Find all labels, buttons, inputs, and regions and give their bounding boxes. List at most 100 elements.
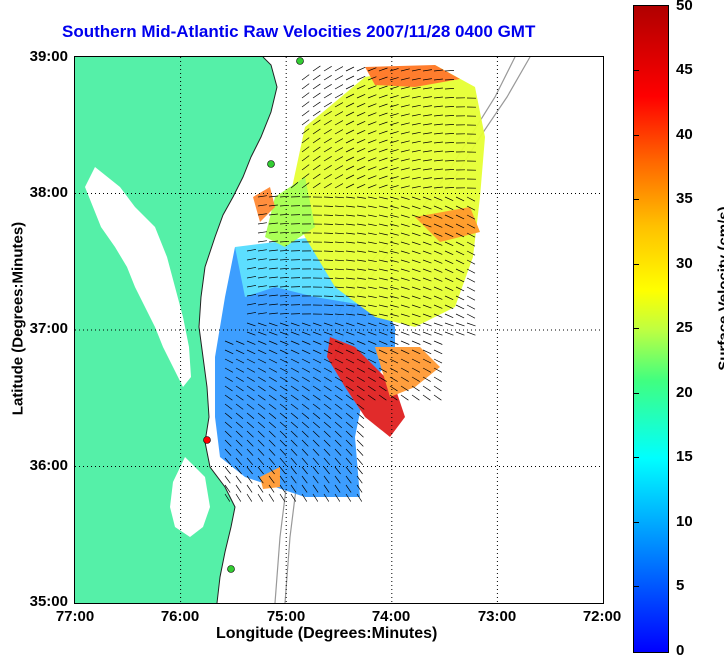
velocity-arrow: [312, 74, 321, 81]
velocity-arrow: [334, 421, 343, 429]
velocity-arrow: [235, 430, 243, 438]
velocity-arrow: [367, 121, 377, 126]
velocity-arrow: [235, 439, 243, 447]
velocity-arrow: [444, 151, 455, 153]
velocity-arrow: [334, 102, 344, 108]
velocity-arrow: [345, 147, 355, 153]
map-panel: [74, 56, 604, 604]
velocity-arrow: [367, 241, 377, 245]
velocity-arrow: [356, 84, 366, 90]
velocity-arrow: [246, 421, 255, 429]
velocity-arrow: [290, 403, 299, 410]
velocity-arrow: [235, 367, 245, 373]
velocity-arrow: [356, 232, 366, 235]
velocity-arrow: [411, 214, 421, 219]
velocity-arrow: [268, 267, 278, 270]
velocity-arrow: [345, 75, 355, 81]
velocity-arrow: [378, 286, 388, 290]
velocity-arrow: [279, 367, 289, 373]
velocity-arrow: [356, 331, 366, 336]
velocity-arrow: [268, 240, 278, 243]
y-tick-label: 36:00: [29, 457, 68, 474]
velocity-arrow: [246, 457, 254, 466]
velocity-arrow: [422, 322, 432, 327]
velocity-arrow: [389, 214, 399, 218]
velocity-arrow: [422, 186, 432, 189]
velocity-arrow: [455, 232, 465, 238]
velocity-arrow: [444, 286, 454, 292]
velocity-arrow: [367, 268, 377, 272]
velocity-arrow: [389, 158, 399, 162]
velocity-arrow: [400, 131, 410, 135]
velocity-arrow: [323, 466, 330, 475]
velocity-arrow: [323, 75, 332, 81]
velocity-arrow: [323, 120, 332, 126]
velocity-arrow: [279, 475, 286, 484]
velocity-arrow: [334, 241, 345, 244]
velocity-arrow: [345, 183, 355, 189]
velocity-arrow: [433, 205, 443, 210]
velocity-arrow: [422, 385, 431, 392]
velocity-arrow: [334, 75, 344, 81]
velocity-arrow: [422, 340, 432, 345]
velocity-arrow: [246, 312, 256, 315]
x-axis-title: Longitude (Degrees:Minutes): [216, 625, 438, 642]
velocity-arrow: [246, 439, 254, 447]
velocity-arrow: [400, 340, 410, 345]
velocity-arrow: [246, 484, 253, 493]
velocity-arrow: [367, 259, 377, 263]
colorbar-tick-label: 10: [676, 513, 693, 530]
velocity-arrow: [367, 157, 377, 162]
velocity-arrow: [312, 457, 320, 466]
velocity-arrow: [279, 303, 290, 306]
velocity-arrow: [345, 313, 355, 316]
velocity-arrow: [246, 475, 253, 484]
velocity-arrow: [224, 412, 233, 419]
velocity-arrow: [323, 66, 332, 72]
velocity-arrow: [334, 484, 341, 493]
velocity-arrow: [356, 183, 366, 189]
velocity-arrow: [378, 304, 388, 308]
velocity-arrow: [279, 394, 288, 401]
velocity-arrow: [356, 313, 366, 316]
velocity-arrow: [312, 493, 319, 502]
velocity-arrow: [257, 475, 264, 484]
velocity-arrow: [367, 112, 377, 117]
velocity-arrow: [235, 412, 244, 419]
velocity-arrow: [466, 205, 476, 211]
velocity-arrow: [466, 196, 476, 202]
velocity-arrow: [400, 68, 410, 72]
velocity-arrow: [444, 97, 455, 99]
velocity-arrow: [312, 430, 320, 438]
velocity-arrow: [257, 394, 266, 401]
velocity-arrow: [323, 205, 334, 207]
velocity-arrow: [444, 178, 455, 180]
map-title: Southern Mid-Atlantic Raw Velocities 200…: [62, 22, 536, 41]
velocity-arrow: [345, 484, 352, 493]
velocity-arrow: [224, 394, 233, 401]
velocity-arrow: [345, 358, 355, 364]
velocity-arrow: [389, 241, 399, 245]
velocity-arrow: [323, 358, 333, 364]
velocity-arrow: [411, 176, 421, 180]
velocity-arrow: [433, 349, 443, 355]
velocity-arrow: [301, 331, 311, 336]
velocity-arrow: [257, 367, 267, 373]
x-tick-label: 72:00: [582, 608, 622, 625]
velocity-arrow: [422, 295, 432, 300]
velocity-arrow: [345, 111, 355, 117]
velocity-arrow: [411, 140, 421, 144]
velocity-arrow: [246, 303, 256, 306]
velocity-arrow: [356, 430, 364, 438]
velocity-arrow: [345, 165, 355, 171]
velocity-arrow: [422, 376, 431, 382]
velocity-arrow: [246, 249, 256, 252]
velocity-arrow: [400, 250, 410, 254]
velocity-arrow: [224, 376, 233, 382]
velocity-arrow: [455, 304, 465, 310]
velocity-arrow: [356, 484, 363, 493]
velocity-arrow: [345, 331, 355, 336]
colorbar-title: Surface Velocity (cm/s): [715, 206, 724, 371]
velocity-arrow: [345, 340, 355, 345]
velocity-arrow: [455, 214, 465, 220]
